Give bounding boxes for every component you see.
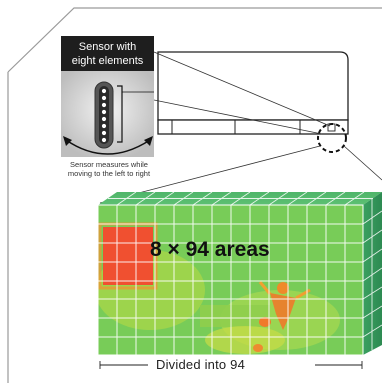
front-grid-lines: [98, 205, 363, 355]
sensor-title-line1: Sensor with: [78, 41, 137, 53]
side-grid-lines: [362, 199, 382, 350]
sensor-title-line2: eight elements: [71, 55, 144, 67]
areas-label: 8 × 94 areas: [150, 238, 270, 261]
air-conditioner-unit: [157, 51, 349, 135]
divided-label: Divided into 94: [156, 357, 245, 372]
projection-line-right: [343, 145, 382, 181]
thermal-grid-box: [97, 191, 382, 356]
room-outline: [7, 7, 382, 383]
sensor-elements: [101, 88, 107, 143]
sensor-title: Sensor with eight elements: [61, 36, 154, 71]
rotation-arrow: [65, 139, 151, 155]
sensor-caption-line2: moving to the left to right: [67, 169, 151, 178]
sensor-location-marker: [317, 123, 347, 153]
sensor-caption-line1: Sensor measures while: [70, 160, 148, 169]
sensor-image: [61, 71, 154, 157]
top-grid-lines: [108, 191, 373, 206]
hot-area: [103, 227, 153, 285]
sensor-caption: Sensor measures while moving to the left…: [58, 160, 160, 178]
callout-line-upper: [153, 51, 331, 127]
callout-line-lower: [153, 99, 323, 135]
